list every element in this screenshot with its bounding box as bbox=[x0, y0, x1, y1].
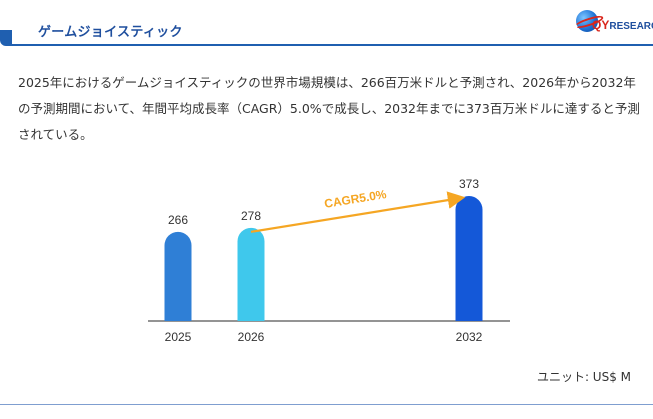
cagr-arrow bbox=[250, 191, 466, 233]
bar-2026 bbox=[237, 227, 265, 321]
data-label-2026: 278 bbox=[241, 209, 261, 223]
header-divider bbox=[10, 44, 653, 46]
brand-logo: QYRESEARCH bbox=[573, 6, 653, 42]
page-title: ゲームジョイスティック bbox=[38, 25, 183, 40]
market-summary-text: 2025年におけるゲームジョイスティックの世界市場規模は、266百万米ドルと予測… bbox=[18, 75, 640, 142]
header-accent-tab bbox=[0, 30, 12, 46]
logo-globe-icon bbox=[576, 10, 598, 32]
header: ゲームジョイスティック QYRESEARCH bbox=[0, 0, 653, 56]
bar-2032 bbox=[455, 196, 483, 321]
x-tick-2032: 2032 bbox=[456, 330, 483, 344]
x-tick-2025: 2025 bbox=[165, 330, 192, 344]
logo-wordmark: QYRESEARCH bbox=[592, 18, 653, 32]
data-label-2025: 266 bbox=[168, 213, 188, 227]
unit-label: ユニット: US$ M bbox=[536, 370, 631, 384]
market-size-chart: 266 2025 278 2026 373 2032 CAGR5.0% bbox=[148, 177, 510, 344]
cagr-annotation: CAGR5.0% bbox=[323, 187, 387, 211]
bar-2025 bbox=[164, 231, 192, 321]
footer-divider bbox=[0, 404, 653, 405]
x-tick-2026: 2026 bbox=[238, 330, 265, 344]
data-label-2032: 373 bbox=[459, 177, 479, 191]
